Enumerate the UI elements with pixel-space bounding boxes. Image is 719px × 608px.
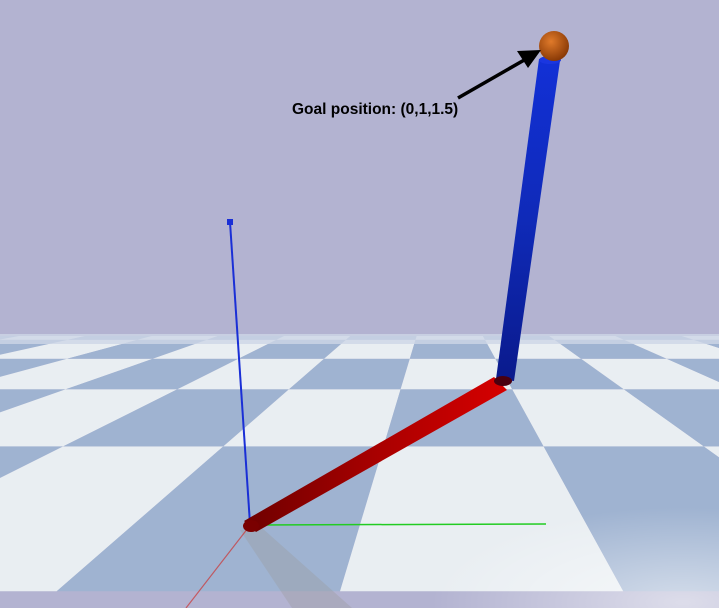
pointer-arrow-shaft [457,57,527,100]
upper-link [496,59,560,381]
axis-z-tip [227,219,233,225]
axis-y-line [253,523,547,526]
axis-x-line [185,527,249,608]
sky [0,0,719,340]
axis-z-line [229,221,251,525]
lower-link [244,377,507,532]
goal-sphere-icon [539,31,569,61]
horizon-haze [0,334,719,344]
pointer-arrow-head-icon [517,50,541,68]
arm-shadow [240,528,352,608]
elbow-joint [494,376,512,386]
base-joint [243,520,259,532]
goal-position-label: Goal position: (0,1,1.5) [292,101,459,118]
